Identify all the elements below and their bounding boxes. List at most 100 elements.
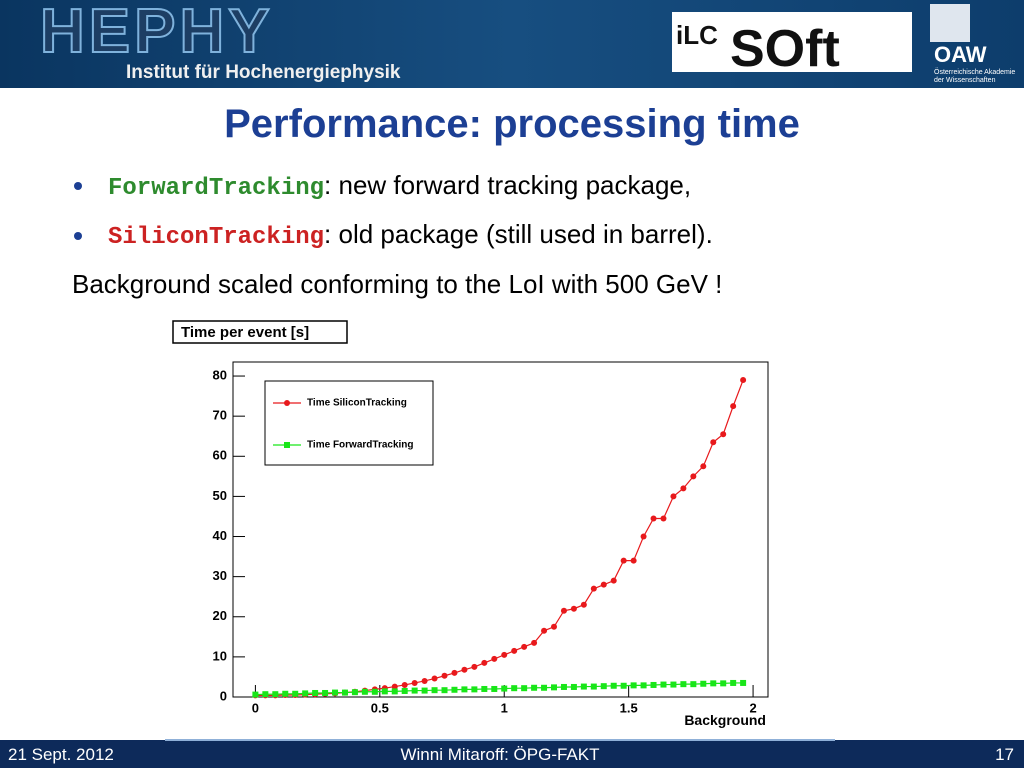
slide-title: Performance: processing time: [224, 102, 800, 146]
hephy-logo: HEPHY: [40, 0, 274, 66]
data-point: [322, 689, 329, 696]
data-point: [560, 683, 567, 690]
data-point: [531, 684, 538, 691]
note: Background scaled conforming to the LoI …: [72, 269, 722, 299]
data-point: [570, 683, 577, 690]
data-point: [312, 689, 319, 696]
data-point: [302, 690, 309, 697]
data-point: [441, 672, 448, 679]
bullet-text: SiliconTracking: old package (still used…: [108, 219, 713, 251]
data-point: [740, 377, 747, 384]
data-point: [491, 685, 498, 692]
y-tick-label: 30: [213, 568, 227, 583]
data-point: [630, 682, 637, 689]
data-point: [391, 688, 398, 695]
data-point: [600, 581, 607, 588]
data-point: [690, 473, 697, 480]
data-point: [670, 681, 677, 688]
data-point: [680, 681, 687, 688]
data-point: [491, 655, 498, 662]
data-point: [421, 677, 428, 684]
data-point: [560, 607, 567, 614]
data-point: [431, 675, 438, 682]
data-point: [481, 685, 488, 692]
data-point: [272, 691, 279, 698]
x-axis-label: Background: [684, 712, 766, 728]
data-point: [511, 647, 518, 654]
x-tick-label: 1.5: [620, 700, 638, 715]
bullet-text: ForwardTracking: new forward tracking pa…: [108, 170, 691, 202]
data-point: [521, 643, 528, 650]
x-tick-label: 0.5: [371, 700, 389, 715]
data-point: [411, 679, 418, 686]
data-point: [620, 682, 627, 689]
data-point: [740, 679, 747, 686]
y-tick-label: 20: [213, 608, 227, 623]
data-point: [451, 669, 458, 676]
x-tick-label: 0: [252, 700, 259, 715]
data-point: [570, 605, 577, 612]
soft-text: SOft: [730, 20, 840, 78]
data-point: [650, 681, 657, 688]
bullet-rest: : old package (still used in barrel).: [324, 219, 713, 249]
data-point: [730, 679, 737, 686]
data-point: [640, 682, 647, 689]
legend-label: Time ForwardTracking: [307, 440, 414, 451]
data-point: [640, 533, 647, 540]
footer-bar: [0, 740, 1024, 768]
institute-name: Institut für Hochenergiephysik: [126, 62, 401, 83]
legend-label: Time SiliconTracking: [307, 398, 407, 409]
data-point: [252, 691, 259, 698]
data-point: [620, 557, 627, 564]
y-tick-label: 50: [213, 488, 227, 503]
data-point: [332, 689, 339, 696]
y-tick-label: 0: [220, 688, 227, 703]
data-point: [292, 690, 299, 697]
data-point: [451, 686, 458, 693]
oaw-line: der Wissenschaften: [934, 77, 996, 84]
data-point: [551, 623, 557, 630]
y-tick-label: 60: [213, 448, 227, 463]
data-point: [720, 431, 727, 438]
data-point: [700, 680, 707, 687]
data-point: [431, 687, 438, 694]
data-point: [461, 686, 468, 693]
oaw-line: Österreichische Akademie: [934, 68, 1015, 76]
chart-title: Time per event [s]: [181, 324, 309, 341]
footer-date: 21 Sept. 2012: [8, 745, 114, 764]
data-point: [511, 685, 518, 692]
y-tick-label: 40: [213, 528, 227, 543]
ilcsoft-logo: [672, 12, 912, 72]
data-point: [660, 681, 667, 688]
data-point: [501, 651, 508, 658]
data-point: [610, 682, 617, 689]
data-point: [421, 687, 428, 694]
bullet: [74, 232, 82, 240]
oaw-emblem: [930, 4, 970, 42]
data-point: [690, 681, 697, 688]
plot: 0 10 20 30 40 50 60 70 80 0 0.5 1 1.5 2 Time SiliconTr…: [213, 367, 757, 715]
data-point: [730, 403, 737, 410]
data-point: [391, 683, 398, 690]
data-point: [590, 683, 597, 690]
data-point: [501, 685, 508, 692]
data-point: [351, 689, 358, 696]
x-tick-label: 1: [501, 700, 508, 715]
data-point: [411, 687, 418, 694]
data-point: [531, 639, 538, 646]
code-word: ForwardTracking: [108, 175, 324, 202]
y-tick-label: 80: [213, 367, 227, 382]
data-point: [361, 688, 368, 695]
data-point: [680, 485, 687, 492]
chart-title-box: [172, 320, 348, 344]
data-point: [551, 684, 557, 691]
data-point: [580, 683, 587, 690]
data-point: [580, 601, 587, 608]
data-point: [720, 680, 727, 687]
data-point: [441, 687, 448, 694]
code-word: SiliconTracking: [108, 224, 324, 251]
legend-marker: [284, 400, 290, 406]
data-point: [282, 690, 289, 697]
